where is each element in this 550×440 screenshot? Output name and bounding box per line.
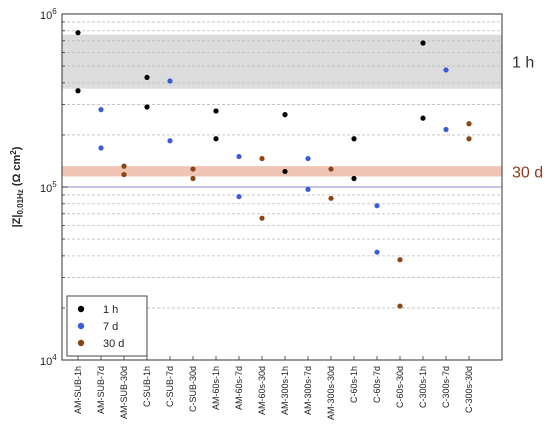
data-point [328, 166, 334, 172]
data-point [190, 166, 196, 172]
band-labels: 1 h 30 d [512, 55, 543, 182]
band-0 [62, 34, 502, 89]
x-category-label: AM-60s-1h [211, 366, 221, 410]
data-point [98, 145, 104, 151]
data-point [167, 78, 173, 84]
ylabel-units: (Ω cm [11, 154, 23, 189]
ylabel-subscript: 0.01Hz [16, 189, 25, 214]
x-category-label: C-SUB-30d [188, 366, 198, 412]
y-tick-base: 10 [40, 10, 52, 22]
data-point [98, 107, 104, 113]
data-point [282, 112, 288, 118]
legend-label: 1 h [103, 304, 118, 316]
y-tick-base: 10 [40, 356, 52, 368]
data-point [144, 104, 150, 110]
data-points [75, 30, 472, 309]
y-tick-label: 106 [40, 7, 57, 22]
x-category-label: AM-60s-7d [234, 366, 244, 410]
data-point [374, 249, 380, 255]
data-point [443, 67, 449, 73]
data-point [443, 126, 449, 133]
legend-marker [77, 322, 85, 330]
ylabel-main: |Z| [11, 215, 23, 228]
x-category-label: C-60s-1h [349, 366, 359, 403]
legend-marker [77, 339, 85, 347]
data-point [213, 136, 219, 142]
ylabel-units-end: ) [11, 146, 23, 150]
x-category-label: C-60s-7d [372, 366, 382, 403]
data-point [259, 155, 265, 162]
x-category-label: C-300s-7d [441, 366, 451, 408]
data-point [144, 74, 150, 81]
data-point [351, 136, 357, 142]
data-point [121, 171, 127, 178]
data-point [397, 303, 403, 309]
data-point [466, 121, 472, 127]
x-category-label: C-60s-30d [395, 366, 405, 408]
y-tick-label: 104 [40, 353, 57, 368]
x-category-label: C-SUB-7d [165, 366, 175, 407]
x-category-label: C-SUB-1h [142, 366, 152, 407]
x-category-label: AM-300s-7d [303, 366, 313, 415]
data-point [305, 186, 311, 192]
legend: 1 h 7 d 30 d [66, 295, 148, 357]
data-point [236, 194, 242, 200]
data-point [351, 175, 357, 182]
data-point [305, 155, 311, 162]
x-category-label: AM-60s-30d [257, 366, 267, 415]
x-category-label: C-300s-30d [464, 366, 474, 413]
data-point [236, 153, 242, 160]
data-point [397, 257, 403, 263]
legend-label: 7 d [103, 321, 118, 333]
y-tick-exponent: 6 [52, 7, 57, 16]
data-point [121, 163, 127, 169]
data-point [75, 30, 81, 36]
x-category-label: AM-300s-1h [280, 366, 290, 415]
data-point [190, 175, 196, 182]
legend-label: 30 d [103, 338, 124, 350]
y-tick-label: 105 [40, 180, 57, 195]
band-1 [62, 166, 502, 177]
data-point [259, 215, 265, 221]
y-tick-base: 10 [40, 183, 52, 195]
data-point [167, 138, 173, 144]
band-label: 30 d [512, 164, 543, 181]
ylabel-units-sup: 2 [9, 150, 18, 155]
legend-marker [77, 305, 85, 313]
y-tick-exponent: 4 [52, 353, 57, 362]
x-category-label: AM-300s-30d [326, 366, 336, 420]
data-point [75, 88, 81, 94]
x-category-label: AM-SUB-30d [119, 366, 129, 419]
reference-bands [62, 34, 502, 177]
x-axis-category-labels: AM-SUB-1h AM-SUB-7d AM-SUB-30d C-SUB-1h C-SU… [73, 356, 474, 420]
grid-lines [62, 21, 502, 309]
x-category-label: C-300s-1h [418, 366, 428, 408]
y-axis-title: |Z|0.01Hz (Ω cm2) [9, 146, 25, 227]
data-point [328, 195, 334, 201]
y-axis-title-text: |Z|0.01Hz (Ω cm2) [9, 146, 25, 227]
data-point [282, 168, 288, 175]
data-point [374, 203, 380, 209]
x-category-label: AM-SUB-7d [96, 366, 106, 414]
data-point [466, 136, 472, 142]
y-tick-exponent: 5 [52, 180, 57, 189]
band-label: 1 h [512, 55, 534, 72]
data-point [420, 115, 426, 121]
data-point [420, 40, 426, 46]
data-point [213, 108, 219, 114]
x-category-label: AM-SUB-1h [73, 366, 83, 414]
